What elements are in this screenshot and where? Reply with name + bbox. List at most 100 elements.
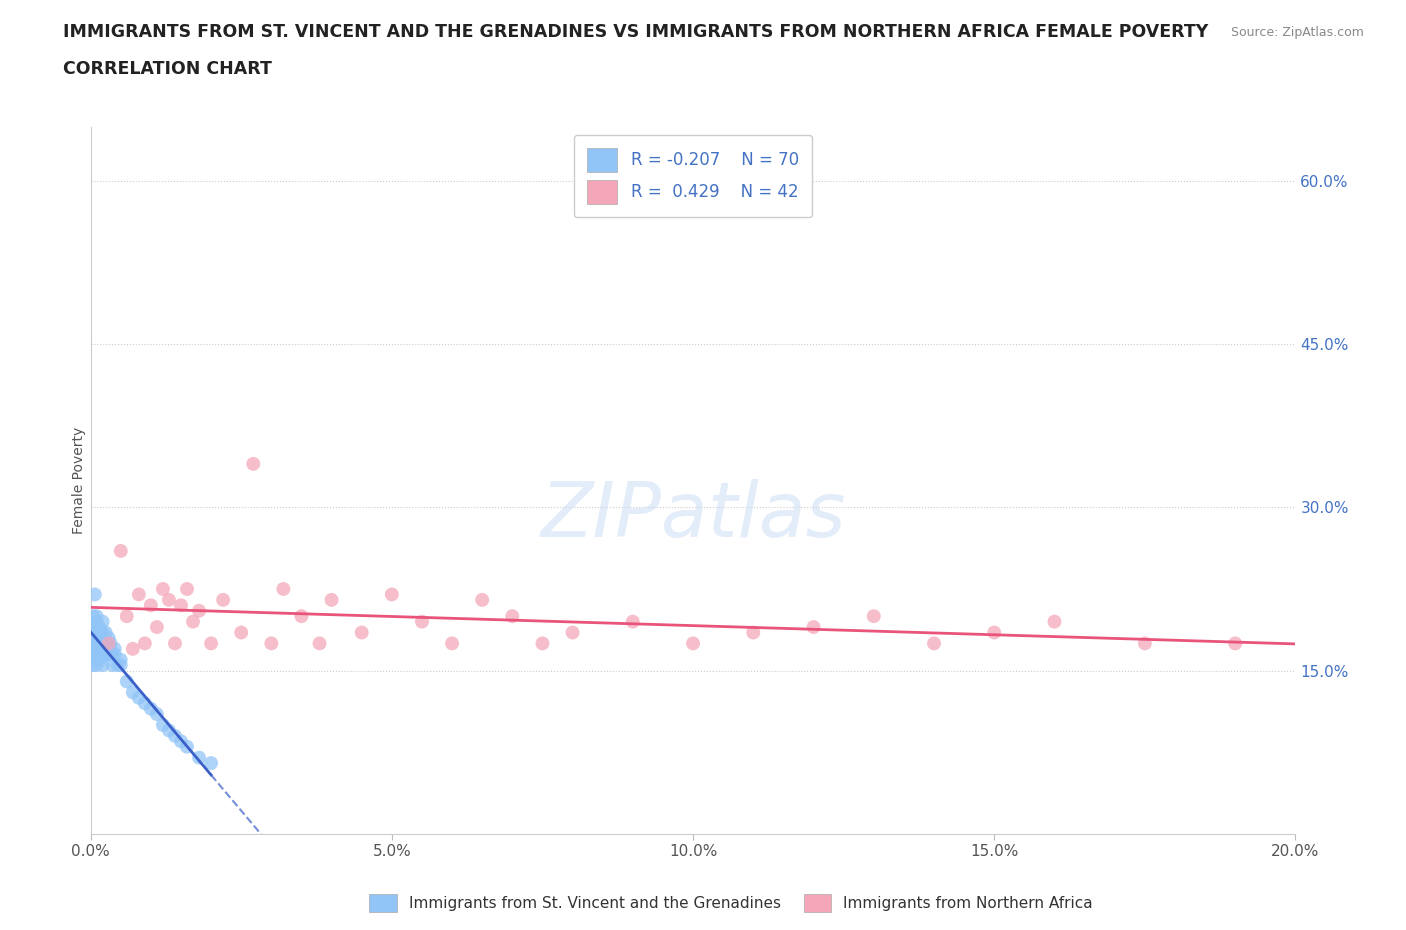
Point — [803, 619, 825, 634]
Point — [94, 625, 117, 640]
Point — [83, 652, 105, 667]
Point — [84, 619, 107, 634]
Point — [93, 642, 115, 657]
Point — [87, 625, 110, 640]
Point — [212, 592, 235, 607]
Point — [100, 647, 122, 662]
Point — [82, 658, 104, 672]
Point — [96, 647, 118, 662]
Point — [181, 614, 204, 629]
Point — [163, 728, 186, 743]
Point — [308, 636, 330, 651]
Point — [1133, 636, 1156, 651]
Point — [83, 587, 105, 602]
Point — [80, 636, 103, 651]
Point — [104, 647, 127, 662]
Point — [87, 636, 110, 651]
Point — [200, 755, 222, 770]
Point — [97, 647, 120, 662]
Point — [86, 636, 108, 651]
Point — [86, 647, 108, 662]
Point — [561, 625, 583, 640]
Point — [91, 625, 114, 640]
Point — [87, 619, 110, 634]
Point — [152, 581, 174, 596]
Point — [121, 684, 143, 699]
Point — [621, 614, 644, 629]
Point — [290, 609, 312, 624]
Text: ZIPatlas: ZIPatlas — [540, 479, 846, 552]
Point — [91, 614, 114, 629]
Point — [110, 652, 132, 667]
Point — [134, 636, 156, 651]
Point — [87, 636, 110, 651]
Point — [101, 658, 124, 672]
Point — [139, 701, 162, 716]
Point — [86, 658, 108, 672]
Point — [128, 587, 150, 602]
Point — [157, 592, 180, 607]
Point — [157, 723, 180, 737]
Text: Source: ZipAtlas.com: Source: ZipAtlas.com — [1230, 26, 1364, 39]
Point — [89, 636, 111, 651]
Point — [83, 642, 105, 657]
Point — [200, 636, 222, 651]
Point — [134, 696, 156, 711]
Point — [91, 658, 114, 672]
Point — [84, 642, 107, 657]
Point — [242, 457, 264, 472]
Point — [146, 707, 169, 722]
Point — [89, 642, 111, 657]
Point — [107, 658, 129, 672]
Point — [1225, 636, 1247, 651]
Point — [96, 636, 118, 651]
Point — [89, 625, 111, 640]
Point — [170, 598, 193, 613]
Point — [104, 642, 127, 657]
Point — [170, 734, 193, 749]
Point — [84, 647, 107, 662]
Text: IMMIGRANTS FROM ST. VINCENT AND THE GRENADINES VS IMMIGRANTS FROM NORTHERN AFRIC: IMMIGRANTS FROM ST. VINCENT AND THE GREN… — [63, 23, 1209, 41]
Point — [83, 625, 105, 640]
Text: CORRELATION CHART: CORRELATION CHART — [63, 60, 273, 78]
Point — [1043, 614, 1066, 629]
Point — [98, 642, 121, 657]
Point — [94, 636, 117, 651]
Point — [97, 636, 120, 651]
Point — [176, 581, 198, 596]
Point — [84, 636, 107, 651]
Legend: Immigrants from St. Vincent and the Grenadines, Immigrants from Northern Africa: Immigrants from St. Vincent and the Gren… — [363, 888, 1099, 918]
Point — [90, 631, 112, 645]
Point — [350, 625, 373, 640]
Point — [83, 631, 105, 645]
Point — [86, 625, 108, 640]
Point — [90, 647, 112, 662]
Point — [139, 598, 162, 613]
Point — [273, 581, 295, 596]
Point — [471, 592, 494, 607]
Legend: R = -0.207    N = 70, R =  0.429    N = 42: R = -0.207 N = 70, R = 0.429 N = 42 — [574, 135, 813, 217]
Point — [97, 631, 120, 645]
Point — [110, 658, 132, 672]
Point — [188, 604, 211, 618]
Point — [90, 642, 112, 657]
Point — [321, 592, 343, 607]
Point — [742, 625, 765, 640]
Point — [176, 739, 198, 754]
Point — [163, 636, 186, 651]
Point — [115, 674, 138, 689]
Point — [531, 636, 554, 651]
Point — [83, 609, 105, 624]
Point — [381, 587, 404, 602]
Point — [682, 636, 704, 651]
Point — [121, 642, 143, 657]
Point — [91, 647, 114, 662]
Point — [87, 642, 110, 657]
Point — [862, 609, 884, 624]
Point — [96, 636, 118, 651]
Point — [94, 647, 117, 662]
Point — [922, 636, 945, 651]
Point — [188, 751, 211, 765]
Point — [501, 609, 523, 624]
Point — [441, 636, 464, 651]
